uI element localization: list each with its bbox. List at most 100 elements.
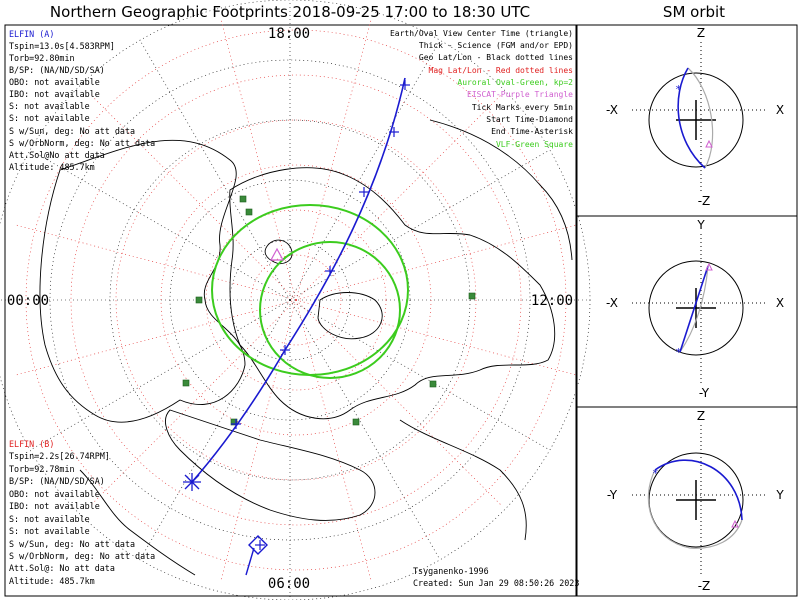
info-line: OBO: not available — [9, 77, 100, 87]
axis-label-bottom: -Y — [699, 386, 710, 400]
mag-meridian — [220, 19, 297, 301]
axis-label-right: X — [776, 296, 784, 310]
sm-panel-yz: Z -Z -Y Y * — [607, 409, 784, 593]
side-title: SM orbit — [663, 3, 725, 21]
coastlines — [39, 119, 573, 576]
info-line: Tspin=2.2s[26.74RPM] — [9, 451, 110, 461]
orbit-back — [679, 265, 709, 353]
hour-label-right: 12:00 — [531, 293, 573, 309]
view-triangle — [705, 139, 713, 148]
axis-label-top: Z — [697, 409, 705, 423]
axis-label-right: Y — [775, 488, 784, 502]
auroral-oval-inner — [259, 241, 401, 379]
orbit-back — [687, 67, 714, 169]
info-line: S w/Sun, deg: No att data — [9, 539, 135, 549]
elfin-b-name: ELFIN (B) — [9, 439, 54, 449]
elfin-a-info: ELFIN (A) Tspin=13.0s[4.583RPM] Torb=92.… — [9, 29, 155, 172]
info-line: S: not available — [9, 101, 90, 111]
mag-meridian — [90, 94, 297, 301]
end-asterisk — [184, 474, 200, 490]
axis-label-left: -Y — [607, 488, 618, 502]
view-triangle — [705, 262, 713, 271]
legend-entry: Start Time-Diamond — [486, 115, 573, 124]
sm-panel-xy: Y -Y -X X * — [606, 218, 784, 400]
axis-label-left: -X — [606, 296, 618, 310]
start-diamond — [248, 535, 268, 555]
axis-label-right: X — [776, 103, 784, 117]
vlf-square — [239, 195, 247, 203]
info-line: S: not available — [9, 526, 90, 536]
axis-label-top: Y — [696, 218, 705, 232]
legend-entry: Thick - Science (FGM and/or EPD) — [419, 41, 573, 50]
hour-label-left: 00:00 — [7, 293, 49, 309]
vlf-square — [429, 380, 437, 388]
info-line: S: not available — [9, 113, 90, 123]
earth-circle — [648, 72, 744, 168]
eiscat-triangle — [269, 247, 285, 261]
mag-meridian — [295, 299, 502, 506]
axis-label-top: Z — [697, 26, 705, 40]
mag-meridian — [15, 224, 297, 301]
elfin-b-info: ELFIN (B) Tspin=2.2s[26.74RPM] Torb=92.7… — [9, 439, 155, 586]
mag-meridian — [295, 19, 372, 301]
mag-meridian — [90, 299, 297, 506]
info-line: Att.Sol@No att data — [9, 150, 105, 160]
info-line: Altitude: 485.7km — [9, 162, 95, 172]
legend-entry: EISCAT-Purple Triangle — [467, 90, 573, 99]
info-line: Tspin=13.0s[4.583RPM] — [9, 41, 115, 51]
created-text: Created: Sun Jan 29 08:50:26 2023 — [413, 578, 579, 588]
info-line: S: not available — [9, 514, 90, 524]
mag-meridian — [15, 299, 297, 376]
orbit-front — [677, 67, 706, 169]
info-line: S w/OrbNorm, deg: No att data — [9, 551, 155, 561]
elfin-a-track — [183, 77, 410, 576]
start-marker: * — [675, 346, 682, 359]
info-line: IBO: not available — [9, 89, 100, 99]
info-line: S w/OrbNorm, deg: No att data — [9, 138, 155, 148]
mag-meridian — [295, 299, 577, 376]
mag-grid — [15, 19, 577, 581]
mag-lat-circle — [250, 254, 342, 346]
legend-entry: Earth/Oval View Center Time (triangle) — [390, 29, 573, 38]
vlf-square — [468, 292, 476, 300]
start-marker: * — [675, 83, 682, 96]
info-line: Att.Sol@: No att data — [9, 563, 115, 573]
info-line: IBO: not available — [9, 501, 100, 511]
legend-entry: Geo Lat/Lon - Black dotted lines — [419, 53, 573, 62]
mag-meridian — [295, 299, 372, 581]
auroral-oval — [211, 204, 409, 379]
mag-lat-circle — [70, 74, 522, 526]
legend-entry: Tick Marks every 5min — [472, 103, 573, 112]
info-line: OBO: not available — [9, 489, 100, 499]
sm-panel-xz: Z -Z -X X * — [606, 26, 784, 208]
legend-entry: VLF-Green Square — [496, 140, 573, 149]
vlf-square — [182, 379, 190, 387]
info-line: Torb=92.78min — [9, 464, 75, 474]
axis-label-bottom: -Z — [698, 579, 711, 593]
mag-lat-circle — [25, 29, 567, 571]
hour-label-top: 18:00 — [268, 26, 310, 42]
hour-label-bottom: 06:00 — [268, 576, 310, 592]
legend-entry: Auroral Oval-Green, kp=2 — [457, 78, 573, 87]
axis-label-bottom: -Z — [698, 194, 711, 208]
earth-circle — [648, 260, 744, 356]
vlf-square — [352, 418, 360, 426]
legend-entry: Mag Lat/Lon - Red dotted lines — [429, 66, 574, 75]
orbit-front — [679, 265, 709, 353]
info-line: Torb=92.80min — [9, 53, 75, 63]
legend-entry: End Time-Asterisk — [491, 127, 573, 136]
start-marker: * — [652, 467, 659, 480]
orbit-back — [647, 469, 743, 549]
mag-lat-circle — [205, 209, 387, 391]
orbit-front — [654, 459, 743, 521]
axis-label-left: -X — [606, 103, 618, 117]
vlf-square — [195, 296, 203, 304]
track-line — [191, 77, 406, 483]
elfin-a-name: ELFIN (A) — [9, 29, 54, 39]
mag-meridian — [295, 224, 577, 301]
mag-meridian — [295, 94, 502, 301]
mag-meridian — [220, 299, 297, 581]
mag-lat-circle — [160, 164, 432, 436]
vlf-stations — [182, 195, 476, 426]
